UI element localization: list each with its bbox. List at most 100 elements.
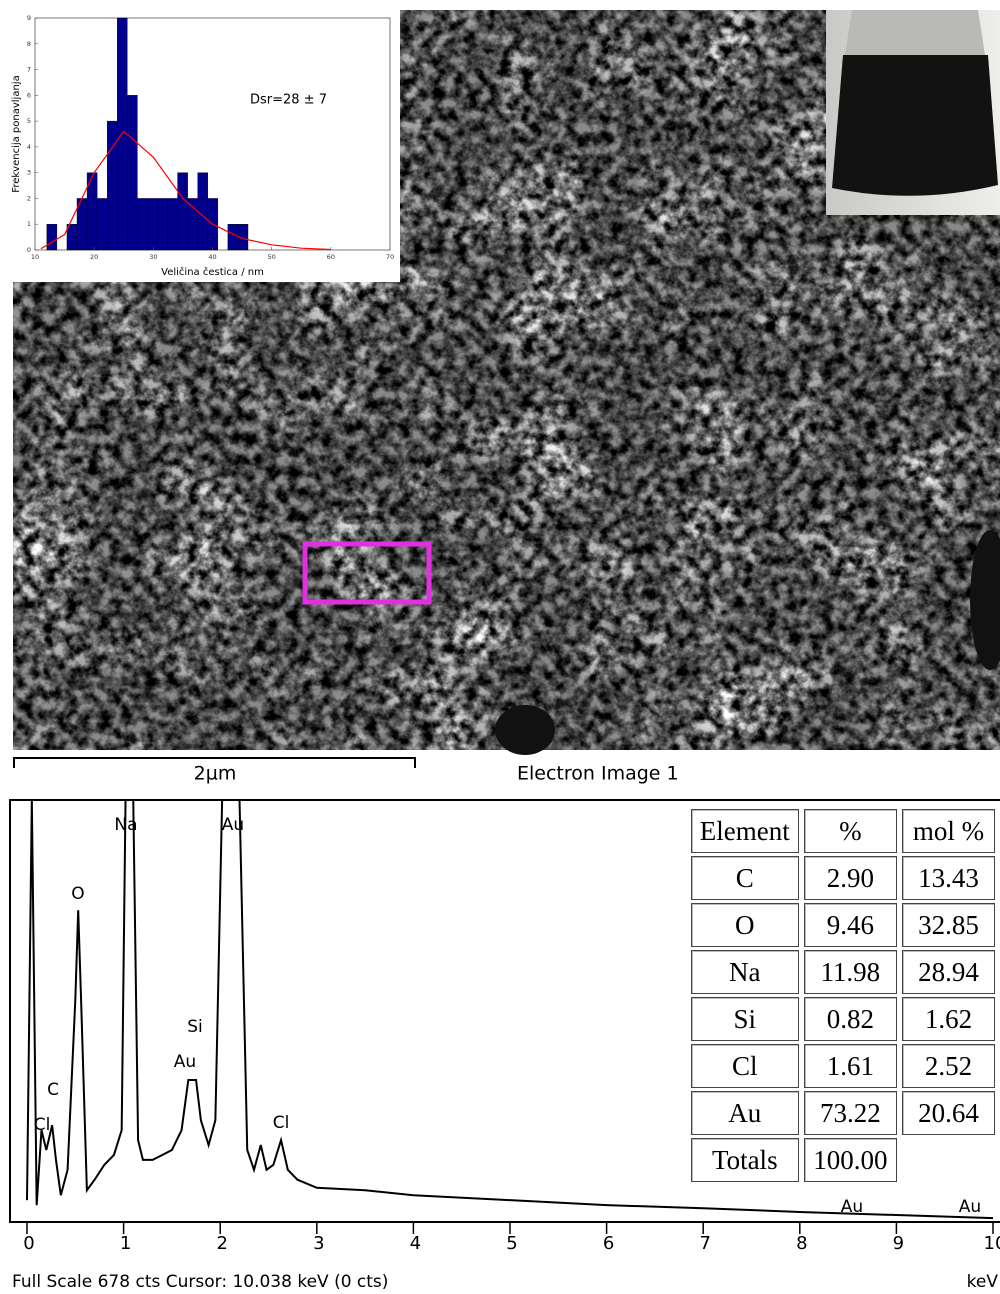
x-tick-label: 30 — [149, 253, 157, 261]
table-cell: 1.61 — [803, 1044, 898, 1088]
bar — [237, 224, 249, 251]
peak-label: C — [47, 1080, 59, 1100]
bar — [227, 224, 239, 251]
flask-photo — [826, 10, 1000, 215]
scale-bar — [13, 757, 416, 768]
table-cell: Au — [691, 1091, 799, 1135]
table-cell: 28.94 — [902, 950, 995, 994]
table-cell: C — [691, 856, 799, 900]
x-tick-label: 3 — [313, 1233, 324, 1254]
y-tick-label: 1 — [27, 220, 31, 228]
x-tick-label: 40 — [208, 253, 216, 261]
table-row: C 2.90 13.43 — [691, 856, 995, 900]
sem-pit — [495, 705, 555, 755]
table-cell: 11.98 — [803, 950, 898, 994]
table-row: Na 11.98 28.94 — [691, 950, 995, 994]
bar — [137, 198, 148, 251]
table-cell: 0.82 — [803, 997, 898, 1041]
peak-label: Au — [841, 1197, 863, 1217]
table-cell: 32.85 — [902, 903, 995, 947]
bar — [96, 198, 108, 251]
table-cell: Element — [691, 809, 799, 853]
x-tick-label: 6 — [603, 1233, 614, 1254]
x-tick-label: 20 — [90, 253, 98, 261]
table-cell: Si — [691, 997, 799, 1041]
x-tick-label: 8 — [796, 1233, 807, 1254]
selection-box — [302, 541, 432, 605]
y-tick-label: 8 — [27, 40, 31, 48]
peak-label: Na — [114, 815, 137, 835]
table-cell: 100.00 — [803, 1138, 898, 1182]
bar — [157, 198, 168, 251]
table-cell: Na — [691, 950, 799, 994]
annotation: Dsr=28 ± 7 — [250, 93, 327, 108]
peak-label: Cl — [34, 1115, 51, 1135]
x-tick-label: 4 — [410, 1233, 421, 1254]
table-cell: mol % — [902, 809, 995, 853]
flask-liquid — [832, 55, 998, 196]
table-cell: 2.90 — [803, 856, 898, 900]
peak-label: Cl — [273, 1113, 290, 1133]
table-cell: 73.22 — [803, 1091, 898, 1135]
x-tick-label: 10 — [31, 253, 39, 261]
y-tick-label: 3 — [27, 169, 31, 177]
bar — [127, 95, 138, 251]
table-row: Si 0.82 1.62 — [691, 997, 995, 1041]
spectrum: 012345678910NaAuOSiAuCClClAuAu — [10, 800, 1000, 1254]
table-row: Totals 100.00 — [691, 1138, 995, 1182]
spectrum-line — [26, 800, 994, 1220]
fit-curve — [40, 130, 331, 251]
y-tick-label: 2 — [27, 194, 31, 202]
table-row: O 9.46 32.85 — [691, 903, 995, 947]
table-cell: 13.43 — [902, 856, 995, 900]
bar — [167, 198, 178, 251]
bar — [66, 224, 78, 251]
table-row: Au 73.22 20.64 — [691, 1091, 995, 1135]
table-row: Cl 1.61 2.52 — [691, 1044, 995, 1088]
y-tick-label: 9 — [27, 14, 31, 22]
table-cell: % — [803, 809, 898, 853]
x-tick-label: 7 — [699, 1233, 710, 1254]
x-tick-label: 1 — [120, 1233, 131, 1254]
table-cell: Totals — [691, 1138, 799, 1182]
image-caption: Electron Image 1 — [517, 763, 679, 785]
peak-label: O — [71, 884, 84, 904]
y-axis-label: Frekvencija ponavljanja — [11, 75, 22, 192]
x-tick-label: 5 — [506, 1233, 517, 1254]
y-tick-label: 6 — [27, 91, 31, 99]
flask-glass — [845, 10, 985, 55]
x-axis-unit: keV — [967, 1272, 999, 1292]
sem-pit — [970, 530, 1000, 670]
scale-bar-label: 2µm — [194, 763, 237, 785]
table-cell: 9.46 — [803, 903, 898, 947]
table: Element% mol % C 2.90 13.43 O 9.46 32.85 Na 11.98… — [686, 806, 1000, 1185]
x-tick-label: 2 — [216, 1233, 227, 1254]
y-tick-label: 7 — [27, 66, 31, 74]
table-cell: O — [691, 903, 799, 947]
x-axis-label: Veličina čestica / nm — [161, 266, 264, 278]
histogram: 10 20 30 40 50 60 70 0 1 2 3 4 5 6 7 8 9 Veličina čestica… — [11, 14, 394, 278]
y-tick-label: 4 — [27, 143, 31, 151]
x-tick-label: 70 — [386, 253, 394, 261]
table-cell: 20.64 — [902, 1091, 995, 1135]
table-row: Element% mol % — [691, 809, 995, 853]
table-cell: Cl — [691, 1044, 799, 1088]
bar — [106, 120, 118, 251]
bar — [177, 172, 188, 251]
peak-label: Au — [174, 1052, 196, 1072]
x-tick-label: 10 — [984, 1233, 1000, 1254]
composition-table: Element% mol % C 2.90 13.43 O 9.46 32.85 Na 11.98… — [686, 806, 1000, 1185]
status-text: Full Scale 678 cts Cursor: 10.038 keV (0… — [12, 1272, 388, 1292]
x-tick-label: 50 — [268, 253, 276, 261]
x-tick-label: 0 — [23, 1233, 34, 1254]
bar — [147, 198, 158, 251]
y-tick-label: 5 — [27, 117, 31, 125]
peak-label: Au — [959, 1197, 981, 1217]
x-tick-label: 60 — [327, 253, 335, 261]
bar — [197, 172, 208, 251]
peak-label: Au — [222, 815, 244, 835]
peak-label: Si — [187, 1017, 203, 1037]
table-cell: 2.52 — [902, 1044, 995, 1088]
y-tick-label: 0 — [27, 246, 31, 254]
